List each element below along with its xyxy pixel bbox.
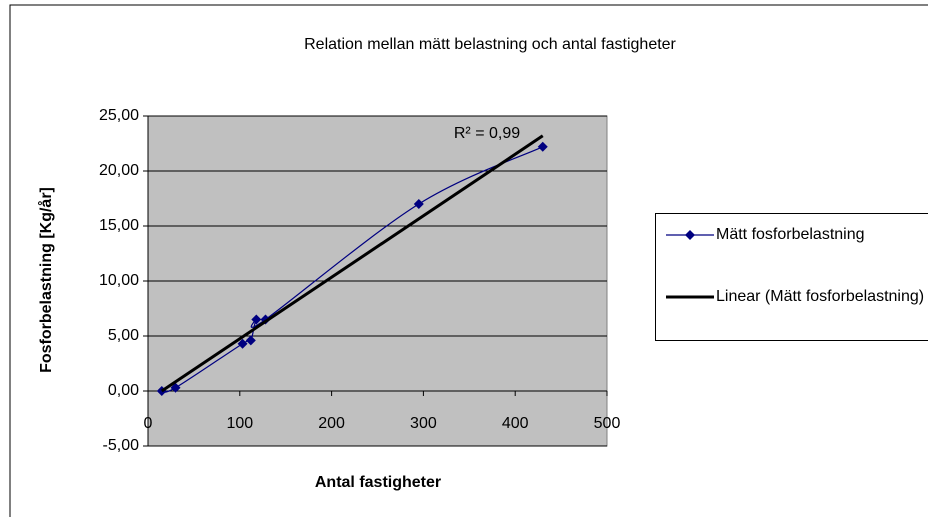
x-tick-label: 400 (502, 415, 529, 432)
legend-swatch (666, 230, 714, 240)
x-tick-label: 500 (594, 415, 621, 432)
point (413, 199, 424, 209)
x-tick-label: 0 (144, 415, 153, 432)
y-tick-label: 15,00 (99, 217, 139, 234)
point (237, 338, 248, 349)
x-tick-label: 200 (318, 415, 345, 432)
x-axis-label: Antal fastigheter (315, 474, 441, 491)
y-tick-label: 20,00 (99, 162, 139, 179)
y-tick-label: 5,00 (108, 327, 139, 344)
legend-label: Linear (Mätt fosforbelastning) (716, 288, 925, 305)
legend-item: Mätt fosforbelastning (664, 224, 926, 246)
y-tick-label: 0,00 (108, 382, 139, 399)
trendline (160, 134, 544, 393)
x-tick-label: 100 (226, 415, 253, 432)
point (245, 335, 256, 346)
y-tick-label: 25,00 (99, 107, 139, 124)
legend-item: Linear (Mätt fosforbelastning) (664, 286, 926, 308)
y-tick-label: -5,00 (103, 437, 140, 454)
legend-swatch (666, 295, 714, 299)
y-axis-label: Fosforbelastning [Kg/år] (37, 187, 55, 373)
point (537, 141, 548, 152)
legend-label: Mätt fosforbelastning (716, 226, 865, 243)
point (251, 314, 262, 325)
legend: Mätt fosforbelastning Linear (Mätt fosfor… (655, 213, 928, 341)
x-tick-label: 300 (410, 415, 437, 432)
chart-title: Relation mellan mätt belastning och anta… (304, 36, 676, 53)
annotation: R² = 0,99 (454, 125, 520, 142)
legend-marker (685, 230, 695, 240)
y-tick-label: 10,00 (99, 272, 139, 289)
